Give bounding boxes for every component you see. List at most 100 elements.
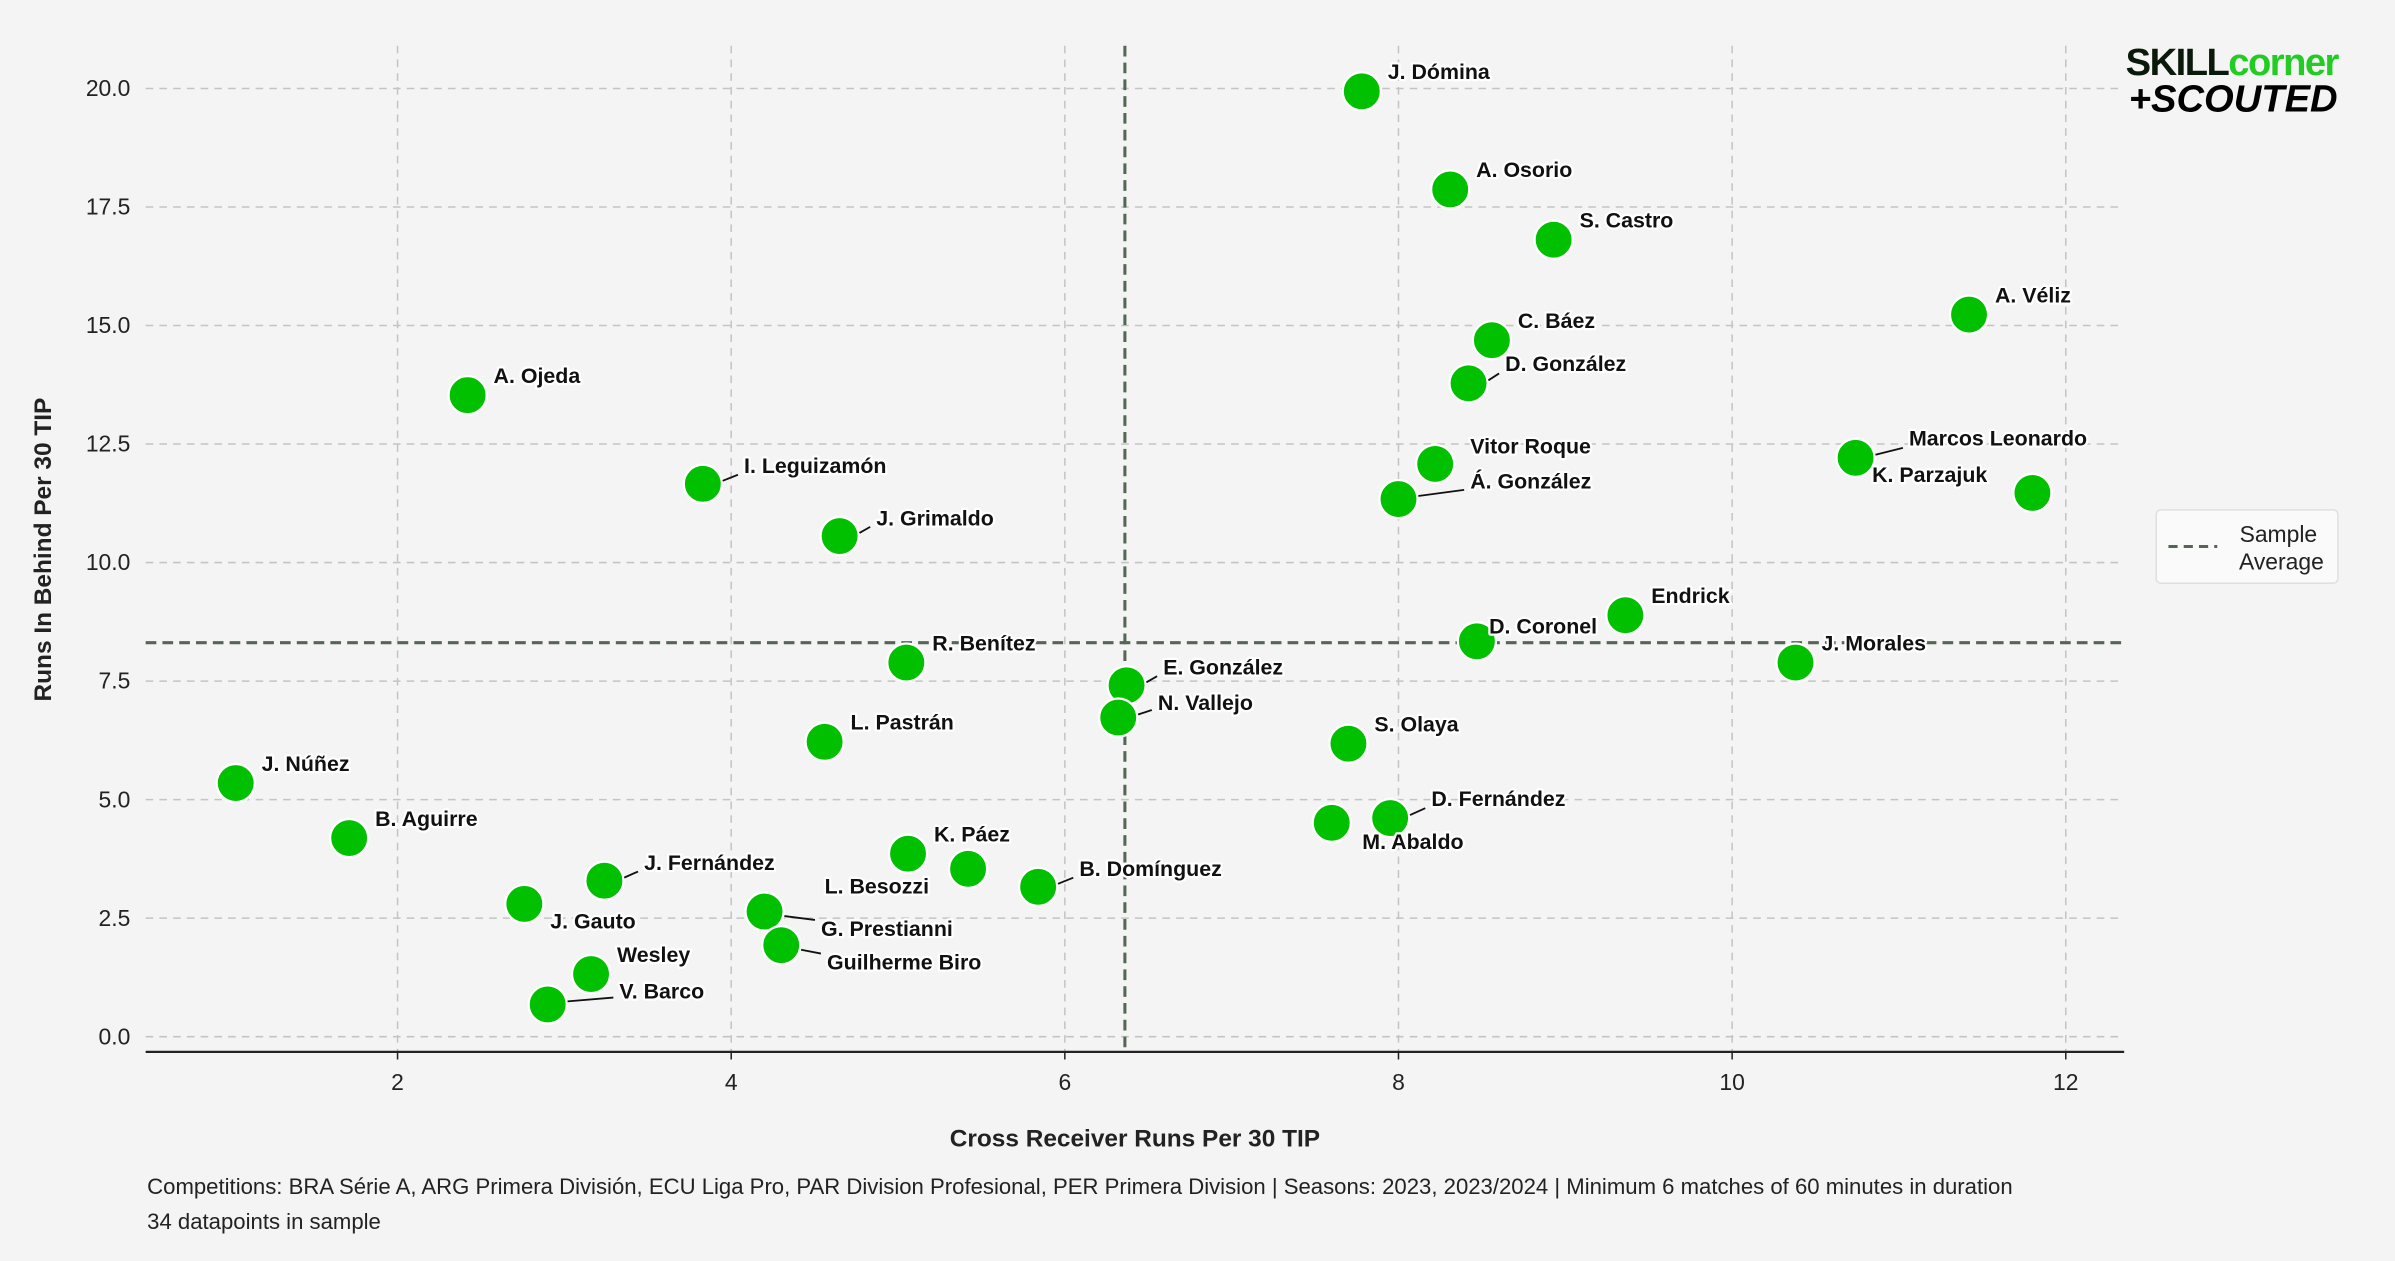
data-point [761,924,802,966]
point-label: B. Aguirre [375,807,478,831]
label-leader-line [784,915,816,921]
point-label: J. Fernández [644,851,775,875]
reference-lines [145,45,2125,1052]
legend-label-1: Sample [2240,521,2318,547]
point-label: D. Fernández [1431,787,1565,811]
axes: 2 4 6 8 10 12 0.0 2.5 5.0 7.5 10.0 12.5 15.0 17.5 20.0 [86,75,2125,1095]
label-leader-line [859,526,871,534]
point-label: D. González [1505,352,1626,376]
point-label: J. Morales [1821,631,1925,655]
point-labels: J. Dómina A. Osorio S. Castro A. Véliz C. Bá… [259,58,2089,1006]
x-tick-label: 2 [391,1069,404,1095]
point-label: R. Benítez [932,631,1035,655]
label-leader-line [1487,372,1500,382]
point-label: C. Báez [1518,309,1595,333]
y-tick-label: 15.0 [86,312,131,338]
grid [145,45,2125,1052]
data-point [527,984,568,1025]
point-label: A. Ojeda [494,364,582,388]
svg-text:+SCOUTED: +SCOUTED [2129,77,2338,120]
data-point [1017,866,1059,908]
legend-label-2: Average [2239,548,2324,574]
data-point [215,762,256,804]
point-label: L. Besozzi [825,874,929,898]
point-label: B. Domínguez [1079,857,1221,881]
x-tick-label: 4 [725,1069,738,1095]
point-label: Vitor Roque [1470,434,1591,458]
y-tick-label: 12.5 [86,431,131,457]
data-point [1414,443,1456,485]
point-label: E. González [1163,656,1283,680]
label-leader-line [623,870,639,879]
point-label: K. Parzajuk [1872,463,1987,487]
data-point [1533,219,1574,260]
data-point [570,953,612,995]
data-point [819,515,860,557]
data-point [1311,802,1352,844]
legend: Sample Average [2155,509,2339,584]
y-tick-label: 17.5 [86,194,131,220]
data-point [1378,478,1419,520]
data-point [328,817,370,859]
label-leader-line [1057,876,1074,885]
point-label: J. Grimaldo [876,506,994,530]
data-point [886,642,927,683]
x-tick-label: 10 [1719,1069,1744,1095]
point-label: I. Leguizamón [744,454,886,478]
data-point [947,848,989,890]
x-tick-label: 12 [2053,1069,2078,1095]
data-point [804,721,845,763]
point-label: Á. González [1470,468,1591,493]
point-label: A. Véliz [1995,283,2071,307]
data-point [1775,642,1816,683]
skillcorner-logo: SKILLcorner +SCOUTED [2126,41,2341,121]
point-label: A. Osorio [1476,158,1572,182]
y-tick-label: 2.5 [99,905,131,931]
point-label: S. Castro [1580,208,1674,232]
label-leader-line [800,948,822,955]
data-point [1835,437,1876,479]
y-tick-label: 20.0 [86,75,131,101]
label-leader-line [567,996,614,1003]
point-label: D. Coronel [1489,615,1597,639]
data-point [1369,797,1411,839]
y-tick-label: 10.0 [86,549,131,575]
y-tick-label: 7.5 [99,668,131,694]
y-tick-label: 5.0 [99,786,131,812]
point-label: J. Gauto [550,909,635,933]
data-point [744,891,785,932]
data-point [887,833,929,874]
svg-text:SKILLcorner: SKILLcorner [2126,41,2340,84]
point-label: K. Páez [934,822,1010,846]
data-point [1341,71,1383,112]
label-leader-line [1145,675,1158,684]
x-tick-label: 8 [1392,1069,1405,1095]
data-point [584,860,625,901]
footer-line-1: Competitions: BRA Série A, ARG Primera D… [147,1174,2013,1199]
point-label: Guilherme Biro [827,951,981,975]
label-leader-line [722,473,739,482]
data-point [1456,621,1498,662]
y-tick-label: 0.0 [99,1023,131,1049]
data-point [1429,169,1471,210]
data-point [1605,594,1646,636]
data-point [1097,697,1139,738]
data-point [447,374,488,416]
label-leader-line [1137,709,1153,716]
footer-line-2: 34 datapoints in sample [147,1209,381,1234]
x-tick-label: 6 [1058,1069,1071,1095]
point-label: J. Dómina [1388,60,1491,84]
points [215,71,2053,1025]
data-point [682,463,724,505]
data-point [2012,472,2053,514]
point-label: M. Abaldo [1362,830,1463,854]
point-label: Endrick [1651,584,1729,608]
point-label: G. Prestianni [821,917,953,941]
point-label: V. Barco [619,979,704,1003]
point-label: Wesley [617,943,690,967]
label-leader-line [1875,446,1904,456]
point-label: L. Pastrán [851,711,954,735]
point-label: S. Olaya [1374,712,1459,736]
point-label: J. Núñez [262,752,350,776]
